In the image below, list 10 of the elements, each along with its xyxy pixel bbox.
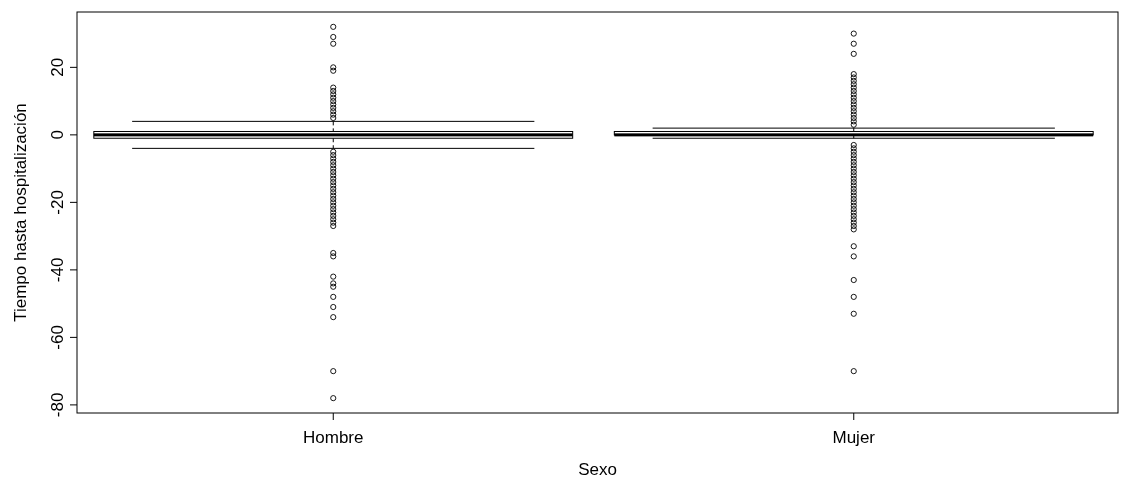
y-tick-label: 20 bbox=[48, 57, 67, 77]
y-tick-label: 0 bbox=[48, 130, 67, 140]
x-tick-label: Mujer bbox=[832, 428, 876, 447]
y-axis-title: Tiempo hasta hospitalización bbox=[11, 103, 30, 322]
x-tick-label: Hombre bbox=[303, 428, 364, 447]
y-tick-label: -40 bbox=[48, 257, 67, 283]
x-axis-title: Sexo bbox=[578, 460, 617, 478]
y-tick-label: -80 bbox=[48, 392, 67, 418]
y-tick-label: -60 bbox=[48, 325, 67, 350]
y-tick-label: -20 bbox=[48, 190, 67, 215]
